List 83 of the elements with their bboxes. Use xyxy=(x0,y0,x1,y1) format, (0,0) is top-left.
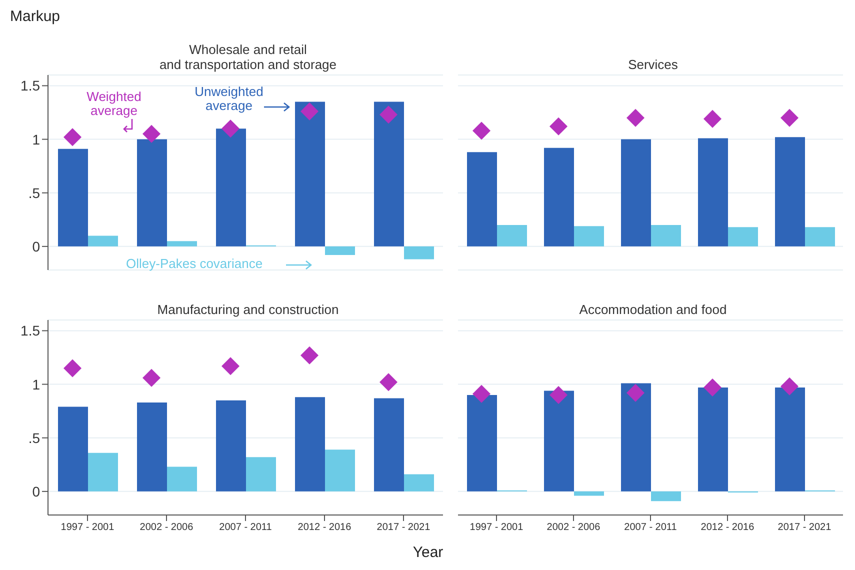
bar xyxy=(374,102,404,246)
bar xyxy=(467,152,497,246)
point xyxy=(472,384,490,403)
bar xyxy=(698,138,728,246)
point xyxy=(222,357,240,376)
x-tick-label: 2017 - 2021 xyxy=(778,522,832,534)
bar xyxy=(216,400,246,492)
point xyxy=(300,102,318,120)
y-axis-title: Markup xyxy=(10,8,60,25)
x-tick-label: 1997 - 2001 xyxy=(60,522,115,534)
bar xyxy=(325,246,355,255)
point xyxy=(626,108,644,127)
point xyxy=(64,128,82,146)
bar xyxy=(651,225,681,246)
bar xyxy=(404,474,434,492)
x-tick-label: 2002 - 2006 xyxy=(546,522,601,534)
bar xyxy=(137,139,167,246)
bar xyxy=(58,406,88,492)
bar xyxy=(216,128,246,246)
point xyxy=(472,122,490,140)
x-tick-label: 2002 - 2006 xyxy=(140,522,194,534)
y-tick-label: .5 xyxy=(28,430,40,446)
bar xyxy=(728,227,758,246)
bar xyxy=(58,148,88,246)
point xyxy=(780,108,798,127)
chart-title: Accommodation and food xyxy=(578,302,728,317)
bar xyxy=(404,246,434,260)
point xyxy=(704,378,722,396)
y-tick-label: 0 xyxy=(32,238,40,254)
legend-label: Unweighted average xyxy=(194,84,264,113)
point xyxy=(380,106,398,124)
point xyxy=(626,384,644,402)
y-tick-label: 1.5 xyxy=(20,78,40,94)
chart-title: Manufacturing and construction xyxy=(156,302,340,317)
bar xyxy=(574,491,604,496)
x-tick-label: 2017 - 2021 xyxy=(376,522,431,534)
x-tick-label: 1997 - 2001 xyxy=(470,522,524,534)
bar xyxy=(574,226,604,246)
point xyxy=(380,373,398,392)
bar xyxy=(651,491,681,502)
bar xyxy=(621,139,651,246)
bar xyxy=(698,388,728,492)
point xyxy=(780,377,798,396)
bar xyxy=(805,227,835,246)
y-tick-label: 1.5 xyxy=(20,322,40,339)
bar xyxy=(88,236,118,246)
bar xyxy=(374,398,404,492)
point xyxy=(64,359,82,378)
bar xyxy=(497,225,527,246)
bar xyxy=(467,395,497,492)
bar xyxy=(137,402,167,492)
bar xyxy=(295,102,325,246)
bar xyxy=(88,452,118,492)
y-tick-label: 1 xyxy=(32,376,40,392)
point xyxy=(704,110,722,128)
x-tick-label: 2012 - 2016 xyxy=(298,522,352,534)
legend-label: Olley-Pakes covariance xyxy=(126,256,263,271)
bar xyxy=(775,137,805,246)
bar xyxy=(544,390,574,492)
x-tick-label: 2007 - 2011 xyxy=(219,522,272,534)
bar xyxy=(167,466,197,492)
point xyxy=(142,368,160,387)
y-tick-label: 0 xyxy=(32,483,40,500)
bar xyxy=(775,388,805,492)
point xyxy=(222,120,240,138)
bar xyxy=(295,397,325,492)
x-tick-label: 2012 - 2016 xyxy=(700,522,755,534)
chart-title: Services xyxy=(627,57,679,72)
bar xyxy=(544,148,574,246)
point xyxy=(142,124,160,143)
series-label: Weighted average xyxy=(86,89,142,118)
bar xyxy=(167,241,197,246)
bar xyxy=(246,457,276,492)
y-tick-label: 1 xyxy=(32,131,40,148)
y-tick-label: .5 xyxy=(28,184,40,201)
bar xyxy=(621,383,651,492)
x-axis-title: Year xyxy=(412,544,444,561)
bar xyxy=(325,450,355,492)
chart-title: Wholesale and retail and transportation and storage xyxy=(158,42,338,72)
point xyxy=(550,386,568,404)
point xyxy=(550,117,568,136)
x-tick-label: 2007 - 2011 xyxy=(624,522,678,534)
point xyxy=(300,346,318,364)
